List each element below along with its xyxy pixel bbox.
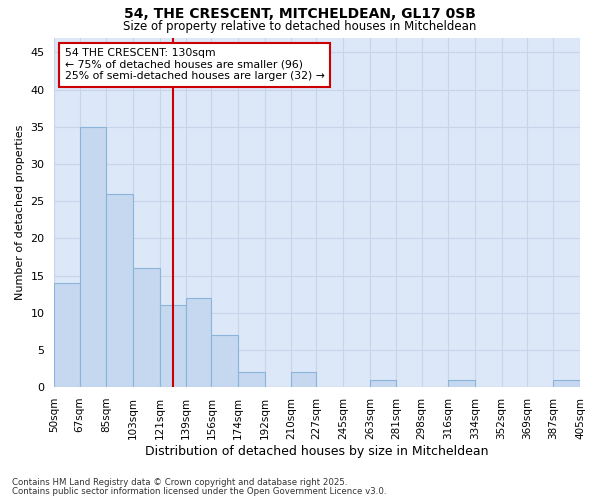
Bar (370, 380, 397, 387)
Bar (106, 194, 133, 387)
Bar (133, 268, 160, 387)
Bar (186, 298, 211, 387)
Bar (291, 372, 316, 387)
Bar (55, 283, 80, 387)
Bar (160, 306, 186, 387)
Bar (553, 380, 580, 387)
Text: 54, THE CRESCENT, MITCHELDEAN, GL17 0SB: 54, THE CRESCENT, MITCHELDEAN, GL17 0SB (124, 8, 476, 22)
X-axis label: Distribution of detached houses by size in Mitcheldean: Distribution of detached houses by size … (145, 444, 489, 458)
Text: Contains HM Land Registry data © Crown copyright and database right 2025.: Contains HM Land Registry data © Crown c… (12, 478, 347, 487)
Text: 54 THE CRESCENT: 130sqm
← 75% of detached houses are smaller (96)
25% of semi-de: 54 THE CRESCENT: 130sqm ← 75% of detache… (65, 48, 325, 81)
Bar (448, 380, 475, 387)
Bar (211, 335, 238, 387)
Text: Contains public sector information licensed under the Open Government Licence v3: Contains public sector information licen… (12, 486, 386, 496)
Bar (238, 372, 265, 387)
Text: Size of property relative to detached houses in Mitcheldean: Size of property relative to detached ho… (124, 20, 476, 33)
Y-axis label: Number of detached properties: Number of detached properties (15, 124, 25, 300)
Bar (80, 127, 106, 387)
